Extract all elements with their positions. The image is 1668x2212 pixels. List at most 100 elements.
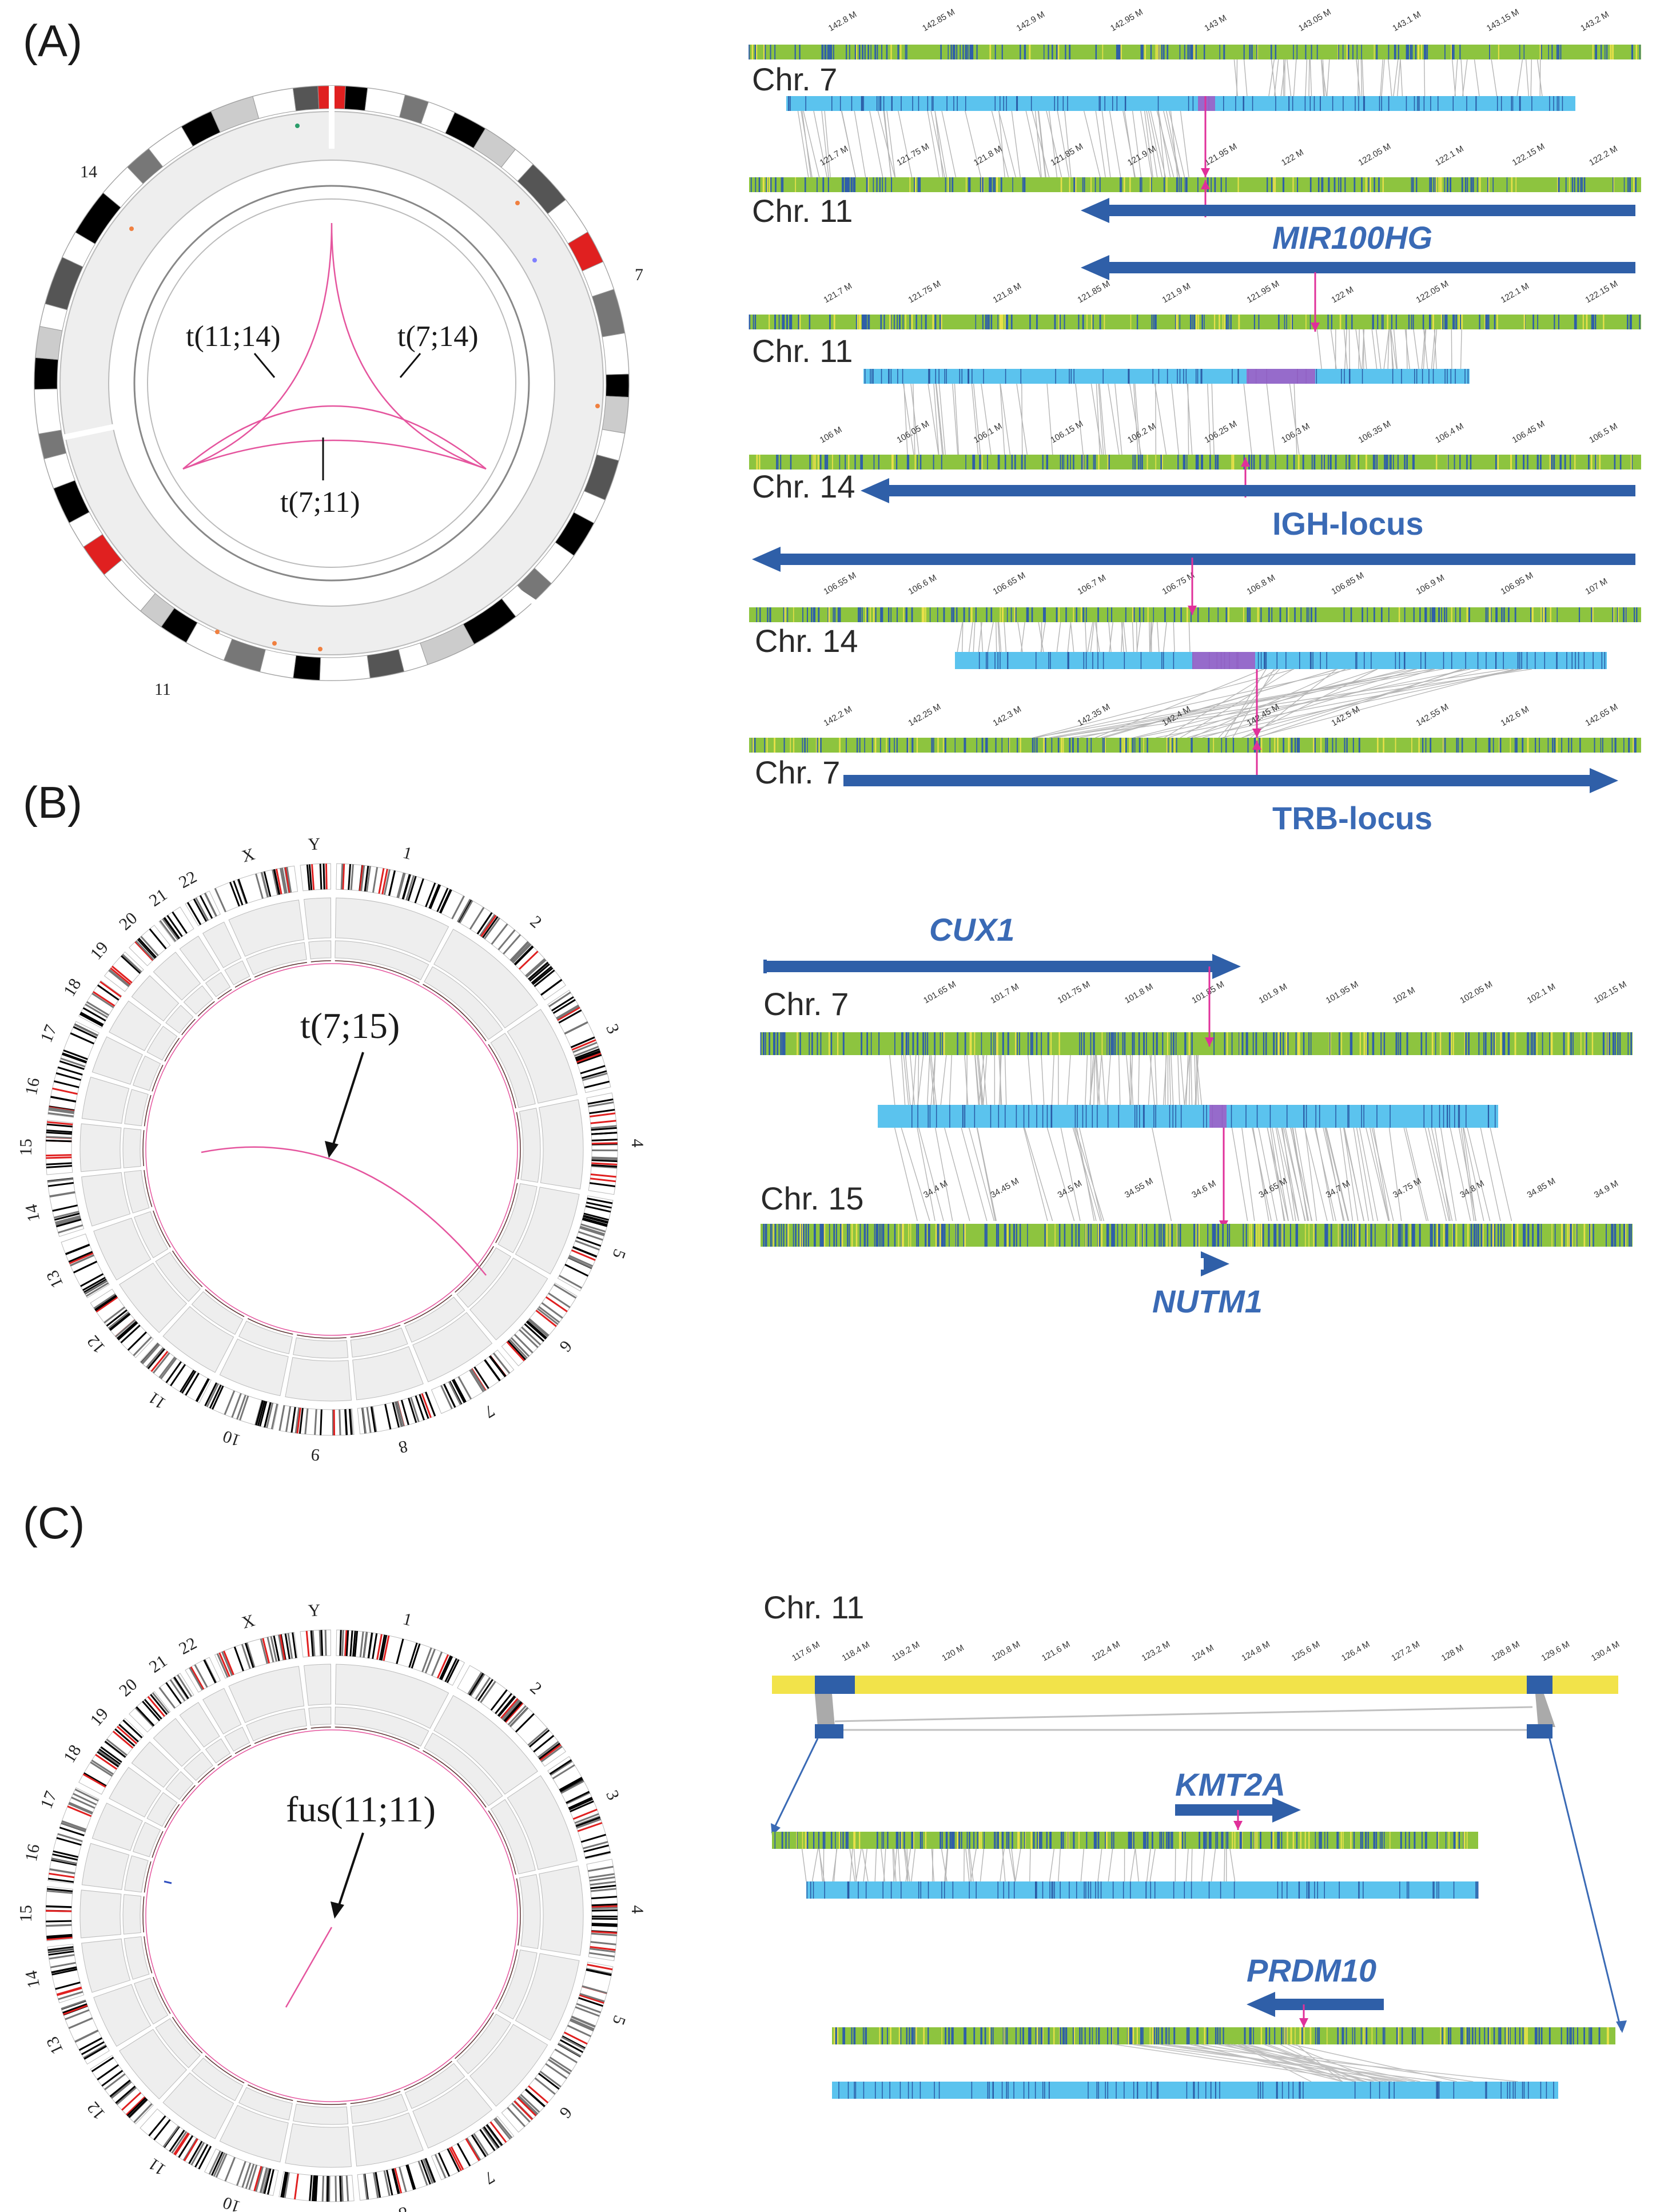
circos-b-band [396, 1401, 405, 1427]
circos-b-chrom-label: 13 [43, 1267, 67, 1291]
circos-b-band [440, 1385, 453, 1410]
circos-c-band [579, 1994, 604, 2004]
alignment-line [1266, 383, 1275, 455]
alignment-line [1004, 1055, 1007, 1105]
a2-tick: 122.1 M [1434, 144, 1465, 168]
circos-c-band [273, 1636, 280, 1661]
alignment-line [1271, 59, 1276, 97]
circos-b-band [534, 969, 555, 987]
alignment-line [1037, 110, 1046, 178]
circos-b-coverage-line [310, 960, 331, 962]
circos-b-band [55, 1072, 81, 1081]
alignment-line [1188, 622, 1191, 653]
circos-b-band [212, 1385, 224, 1410]
a1-tick: 143.05 M [1297, 7, 1333, 33]
circos-c-band [589, 1952, 615, 1958]
circos-b-band [294, 1407, 300, 1434]
alignment-line [1085, 1055, 1088, 1105]
breakpoint-highlight [1198, 96, 1215, 111]
circos-b-band [410, 1397, 420, 1422]
circos-c-chrom-track-inner [155, 2018, 201, 2068]
b-chr7-tick: 102.1 M [1526, 982, 1557, 1006]
circos-b-band [82, 1007, 106, 1022]
alignment-line [1283, 1127, 1306, 1222]
alignment-line [1315, 1127, 1334, 1222]
alignment-line [1525, 59, 1530, 97]
circos-b-band [559, 1275, 583, 1289]
circos-c-band [486, 2124, 503, 2146]
circos-c-coverage-line [335, 1726, 420, 1749]
alignment-line [952, 383, 958, 455]
circos-c-band [396, 1638, 404, 1664]
alignment-line [1144, 110, 1153, 178]
circos-b-band [311, 864, 315, 890]
alignment-line [898, 110, 913, 178]
a3-tick: 121.7 M [822, 281, 854, 305]
alignment-line [1165, 1055, 1167, 1105]
alignment-line [1032, 110, 1050, 178]
circos-b-band [160, 1358, 177, 1379]
circos-b-chrom-label: 20 [116, 909, 141, 934]
a6-cross-line [1232, 669, 1275, 738]
circos-c-band [444, 1658, 457, 1682]
alignment-line [1268, 59, 1275, 97]
circos-c-band [575, 1816, 601, 1827]
circos-b-band [50, 1096, 77, 1103]
circos-c-band [136, 1706, 155, 1726]
circos-b-band [388, 870, 396, 896]
circos-b-band [557, 1006, 580, 1021]
circos-c-band [148, 2115, 166, 2137]
circos-b-chrom-track-outer [81, 1076, 130, 1124]
alignment-line [973, 622, 976, 653]
alignment-line [862, 1848, 869, 1882]
alignment-line [1293, 383, 1297, 455]
circos-c-band [383, 2170, 391, 2196]
alignment-line [824, 110, 831, 178]
circos-c-band [379, 1634, 386, 1661]
circos-c-band [456, 2143, 471, 2167]
a3-tick: 121.8 M [992, 281, 1023, 305]
a2-tick: 121.9 M [1126, 144, 1157, 168]
circos-c-band [208, 2150, 221, 2175]
circos-b-band [306, 864, 310, 890]
alignment-line [1097, 1055, 1102, 1105]
circos-b-band [146, 1347, 164, 1368]
alignment-line [970, 1848, 977, 1882]
alignment-line [1094, 622, 1100, 653]
circos-b-band [46, 1162, 72, 1165]
alignment-line [1406, 329, 1408, 369]
circos-b-chrom-label: 17 [37, 1022, 61, 1045]
a4-tick: 106 M [818, 425, 844, 445]
circos-b-chrom-track-inner [335, 940, 429, 981]
circos-c-band [339, 1630, 342, 1656]
circos-c-band [218, 1652, 230, 1677]
a1-tick: 142.85 M [921, 7, 957, 33]
circos-b-band [80, 1273, 104, 1287]
circos-c-band [216, 1653, 229, 1678]
circos-b-band [73, 1026, 97, 1039]
circos-b-chrom-label: 6 [556, 1337, 576, 1356]
alignment-line [1355, 329, 1362, 369]
circos-c-band [224, 2157, 236, 2182]
circos-b-band [582, 1072, 608, 1081]
circos-b-coverage-line [455, 1246, 494, 1293]
circos-b-band [298, 1408, 304, 1434]
circos-c-band [372, 1633, 378, 1659]
c-kmt2a-label: KMT2A [1175, 1767, 1285, 1803]
circos-c-band [501, 1699, 520, 1720]
circos-c-band [266, 1637, 274, 1662]
panel-b-tracks: CUX1 Chr. 7 101.65 M 101.7 M 101.75 M 101.8 M… [760, 912, 1633, 1319]
circos-c-band [319, 1630, 322, 1656]
circos-c-band [528, 2085, 549, 2104]
circos-b-band [591, 1165, 618, 1169]
arrow-fus-11-11 [336, 1832, 364, 1911]
circos-c-chrom-label: 12 [83, 2098, 109, 2123]
circos-c-chrom-label: 17 [37, 1788, 61, 1811]
circos-c-band [549, 1759, 572, 1775]
alignment-line [1490, 1127, 1512, 1222]
alignment-line [911, 1848, 916, 1882]
circos-c-band [50, 1962, 76, 1968]
circos-c-band [98, 1748, 121, 1765]
